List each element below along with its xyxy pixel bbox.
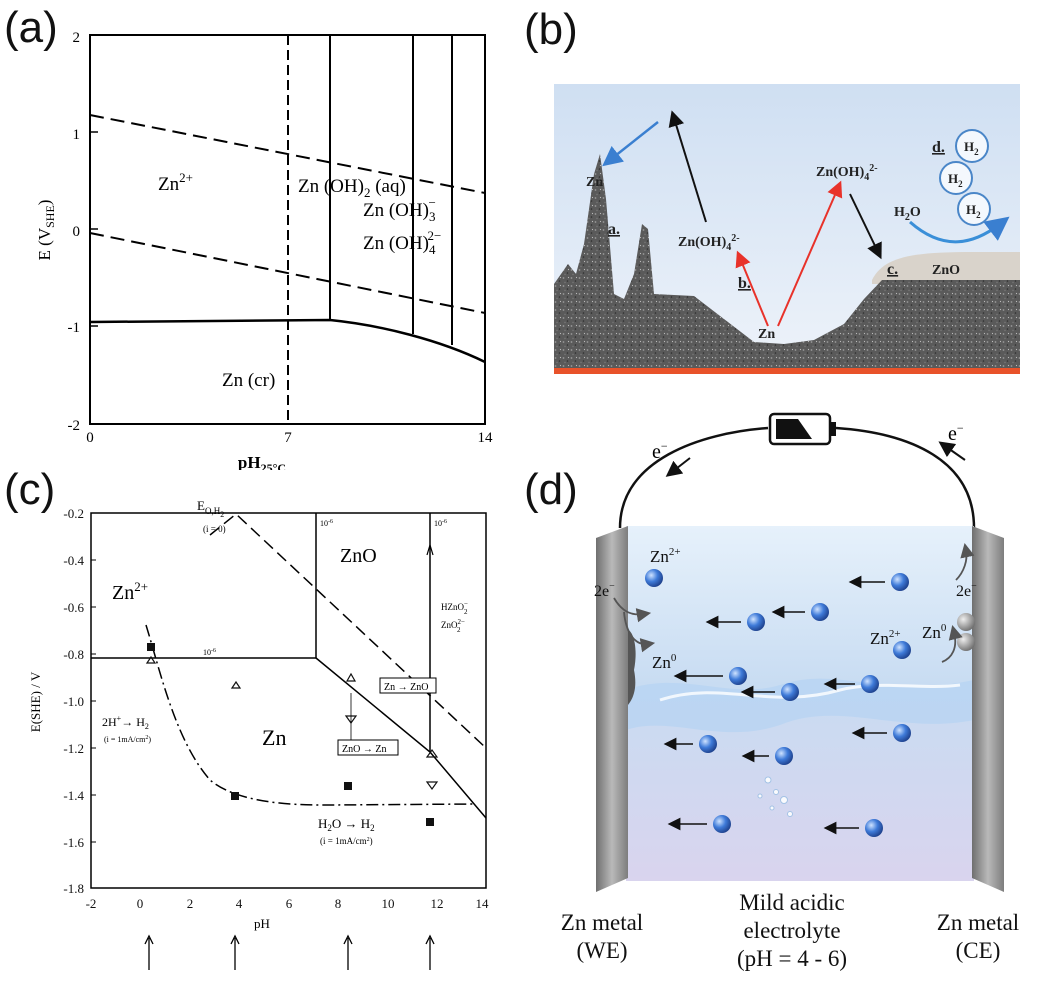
panel-b-letter: (b) xyxy=(524,8,578,52)
panel-d-counter-electrode xyxy=(972,526,1004,892)
panel-c-data-point xyxy=(426,818,434,826)
panel-c-label-conc: 10-6 xyxy=(320,519,333,528)
panel-c-x-axis-label: pH xyxy=(254,916,270,931)
panel-c-her-curve xyxy=(146,625,476,805)
panel-a-xtick: 14 xyxy=(478,430,494,446)
panel-c-data-point xyxy=(147,643,155,651)
panel-c-xtick: 0 xyxy=(137,896,144,911)
panel-c-ytick: -0.4 xyxy=(63,553,84,568)
panel-c-label-her-left-cd: (i = 1mA/cm2) xyxy=(104,735,151,744)
panel-c-ytick: -1.4 xyxy=(63,788,84,803)
panel-a-ytick: -1 xyxy=(68,320,81,336)
panel-c-xtick: 10 xyxy=(382,896,395,911)
panel-d-label-electrolyte: Mild acidic xyxy=(739,890,844,915)
panel-b-label-zn-bottom: Zn xyxy=(758,327,775,342)
panel-c-ytick: -1.8 xyxy=(63,881,84,896)
panel-c-ytick: -0.6 xyxy=(63,600,84,615)
panel-a-label-znoh3: Zn (OH)3− xyxy=(363,195,436,224)
panel-c-xtick: 8 xyxy=(335,896,342,911)
panel-c-ytick: -1.2 xyxy=(63,741,84,756)
panel-b-label-a: a. xyxy=(608,221,620,238)
panel-c-xtick: 4 xyxy=(236,896,243,911)
panel-a-x-axis-label: pH25°C xyxy=(238,453,286,470)
panel-a-label-znoh4: Zn (OH)42− xyxy=(363,228,441,257)
panel-c-label-h2o-h2-cd: (i = 1mA/cm2) xyxy=(320,836,373,846)
battery-icon xyxy=(770,414,836,444)
panel-a-pourbaix-diagram: 2 1 0 -1 -2 0 7 14 E (VSHE) pH25°C Zn2+ … xyxy=(0,0,520,470)
panel-c-ytick: -0.2 xyxy=(63,506,84,521)
panel-b-label-c: c. xyxy=(887,261,898,278)
panel-d-cell-schematic: e− e− Zn2+ 2e− Zn0 Zn2+ Zn0 xyxy=(540,400,1037,993)
panel-a-label-zn2: Zn2+ xyxy=(158,170,193,195)
panel-a-ytick: 2 xyxy=(73,30,81,46)
panel-c-label-her-left: 2H+→ H2 xyxy=(102,714,149,731)
panel-c-xtick: 6 xyxy=(286,896,293,911)
panel-c-data-point xyxy=(231,792,239,800)
panel-d-label-electrolyte: electrolyte xyxy=(743,918,840,943)
panel-b-label-b: b. xyxy=(738,275,751,292)
panel-a-label-znoh2: Zn (OH)2 (aq) xyxy=(298,176,406,200)
panel-d-label-we: Zn metal xyxy=(561,910,643,935)
panel-c-label-i0: (i = 0) xyxy=(203,524,226,534)
panel-d-label-ce: Zn metal xyxy=(937,910,1019,935)
panel-c-label-h2o-h2: H2O → H2 xyxy=(318,816,375,833)
panel-c-ytick: -0.8 xyxy=(63,647,84,662)
panel-a-label-zncr: Zn (cr) xyxy=(222,370,275,391)
panel-c-label-zno2: ZnO2− 2 xyxy=(441,618,465,634)
panel-c-xtick: 12 xyxy=(431,896,444,911)
panel-c-label-zn: Zn xyxy=(262,725,286,750)
panel-c-frame xyxy=(91,513,486,888)
panel-a-ytick: -2 xyxy=(68,418,81,434)
panel-c-label-zno-to-zn: ZnO → Zn xyxy=(342,744,386,755)
panel-c-ytick: -1.0 xyxy=(63,694,84,709)
panel-c-label-zno: ZnO xyxy=(340,545,377,567)
panel-d-label-e-left: e− xyxy=(652,439,668,463)
panel-a-xtick: 7 xyxy=(284,430,292,446)
panel-a-y-axis-label: E (VSHE) xyxy=(35,200,57,261)
panel-b-label-d: d. xyxy=(932,139,945,156)
panel-a-ytick: 1 xyxy=(73,127,81,143)
panel-b-surface-schematic: Zn a. Zn(OH)42- b. Zn Zn(OH)42- c. ZnO H… xyxy=(554,84,1020,374)
panel-c-xtick: 14 xyxy=(476,896,490,911)
panel-c-label-conc: 10-6 xyxy=(434,519,447,528)
panel-d-label-e-right: e− xyxy=(948,421,964,445)
panel-c-pourbaix-diagram: -0.2 -0.4 -0.6 -0.8 -1.0 -1.2 -1.4 -1.6 … xyxy=(0,480,520,993)
panel-c-label-conc: 10-6 xyxy=(203,648,216,657)
panel-c-data-point xyxy=(344,782,352,790)
panel-c-xtick: -2 xyxy=(86,896,97,911)
panel-b-label-zno: ZnO xyxy=(932,263,960,278)
panel-d-label-electrolyte: (pH = 4 - 6) xyxy=(737,946,847,971)
panel-c-y-axis-label: E(SHE) / V xyxy=(28,671,43,732)
panel-c-xtick: 2 xyxy=(187,896,194,911)
panel-b-label-zn-top: Zn xyxy=(586,175,603,190)
panel-a-xtick: 0 xyxy=(86,430,94,446)
panel-d-label-ce: (CE) xyxy=(956,938,1001,963)
panel-a-ytick: 0 xyxy=(73,224,81,240)
panel-b-substrate xyxy=(554,368,1020,374)
panel-c-label-eoh2: EO,H2 xyxy=(197,498,224,519)
panel-c-label-hzno2: HZnO− 2 xyxy=(441,600,468,616)
panel-c-label-zn2: Zn2+ xyxy=(112,579,148,604)
panel-d-label-we: (WE) xyxy=(576,938,627,963)
panel-c-label-zn-to-zno: Zn → ZnO xyxy=(384,682,428,693)
panel-c-ytick: -1.6 xyxy=(63,835,84,850)
